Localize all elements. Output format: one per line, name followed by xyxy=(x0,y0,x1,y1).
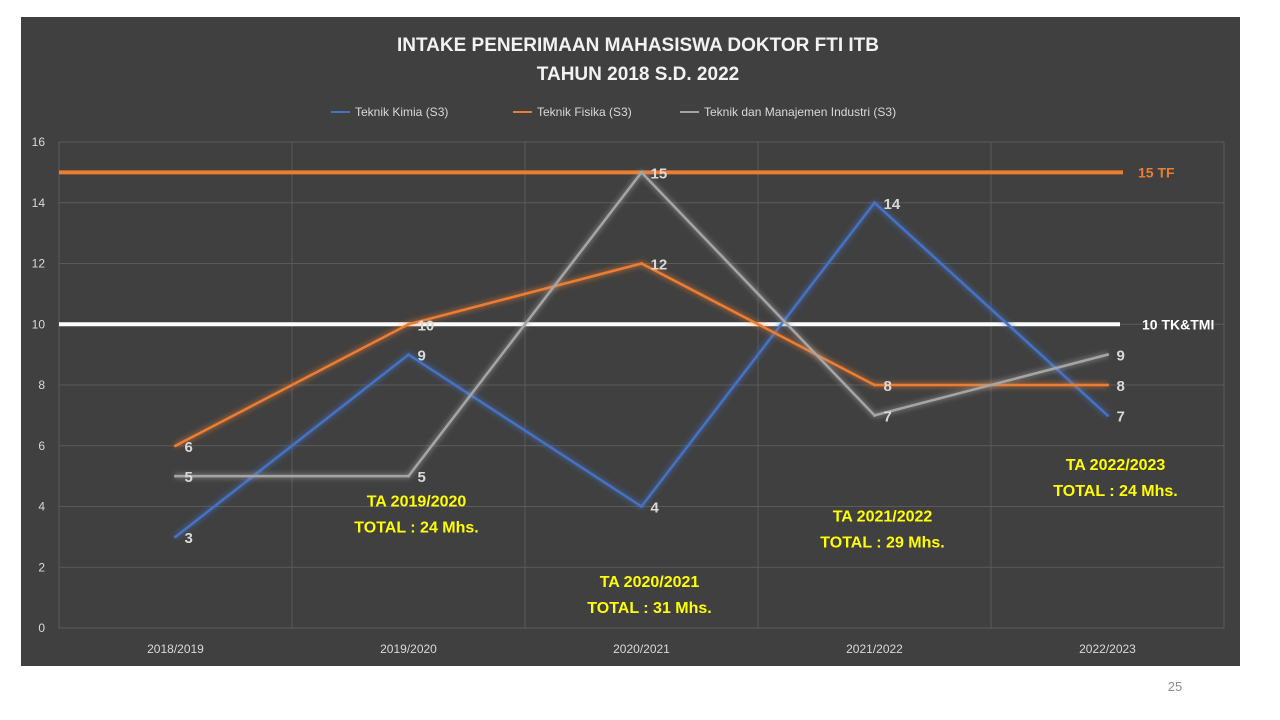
data-label: 5 xyxy=(418,469,426,486)
reference-line-label: 10 TK&TMI xyxy=(1142,316,1214,332)
data-point xyxy=(407,353,410,357)
data-label: 8 xyxy=(884,378,892,395)
series-line xyxy=(174,200,1109,538)
data-point xyxy=(1106,383,1109,387)
y-tick-label: 0 xyxy=(38,621,45,635)
x-tick-label: 2018/2019 xyxy=(147,642,204,656)
data-point xyxy=(1106,413,1109,417)
data-label: 14 xyxy=(884,196,901,213)
data-point xyxy=(873,413,876,417)
annotation-year: TA 2020/2021 xyxy=(600,574,700,591)
data-label: 10 xyxy=(418,317,435,334)
data-point xyxy=(1106,353,1109,357)
annotation-year: TA 2021/2022 xyxy=(833,509,933,526)
y-tick-label: 4 xyxy=(38,500,45,514)
annotation-year: TA 2022/2023 xyxy=(1066,457,1166,474)
data-label: 9 xyxy=(1117,348,1125,365)
legend: Teknik Kimia (S3) Teknik Fisika (S3) Tekni… xyxy=(331,105,896,119)
annotation-total: TOTAL : 24 Mhs. xyxy=(1053,483,1177,500)
annotation-total: TOTAL : 29 Mhs. xyxy=(820,535,944,552)
data-point xyxy=(174,535,177,539)
data-label: 7 xyxy=(1117,408,1125,425)
legend-entry: Teknik Fisika (S3) xyxy=(537,105,632,119)
data-label: 9 xyxy=(418,348,426,365)
data-point xyxy=(174,444,177,448)
annotation-year: TA 2019/2020 xyxy=(367,494,467,511)
data-label: 3 xyxy=(185,530,193,547)
data-point xyxy=(174,474,177,478)
x-tick-label: 2021/2022 xyxy=(846,642,903,656)
data-point xyxy=(640,505,643,508)
data-point xyxy=(640,170,643,174)
chart-title: INTAKE PENERIMAAN MAHASISWA DOKTOR FTI I… xyxy=(397,35,879,56)
data-label: 7 xyxy=(884,408,892,425)
data-label: 5 xyxy=(185,469,193,486)
y-tick-label: 8 xyxy=(38,378,45,392)
data-label: 6 xyxy=(185,439,193,456)
annotation-total: TOTAL : 24 Mhs. xyxy=(354,520,478,537)
data-point xyxy=(640,262,643,265)
y-tick-label: 14 xyxy=(32,196,46,210)
data-label: 4 xyxy=(651,500,660,517)
chart-area: 0 2 4 6 8 10 12 14 16 2018/2019 2019/2020 2020/2021… xyxy=(21,17,1240,666)
y-tick-label: 10 xyxy=(32,317,46,331)
x-tick-label: 2020/2021 xyxy=(613,642,670,656)
page-number: 25 xyxy=(1167,679,1183,694)
data-point xyxy=(407,322,410,326)
data-label: 8 xyxy=(1117,378,1125,395)
legend-entry: Teknik dan Manajemen Industri (S3) xyxy=(704,105,896,119)
data-point xyxy=(407,474,410,478)
line-chart: 0 2 4 6 8 10 12 14 16 2018/2019 2019/2020 2020/2021… xyxy=(32,35,1225,656)
data-label: 12 xyxy=(651,257,668,274)
data-point xyxy=(873,201,876,205)
data-point xyxy=(873,383,876,387)
y-tick-label: 2 xyxy=(38,560,45,574)
chart-subtitle: TAHUN 2018 S.D. 2022 xyxy=(537,64,739,85)
y-tick-label: 16 xyxy=(32,135,46,149)
reference-line-label: 15 TF xyxy=(1138,164,1175,180)
data-label: 15 xyxy=(651,165,668,182)
x-tick-label: 2022/2023 xyxy=(1079,642,1136,656)
y-tick-label: 12 xyxy=(32,257,46,271)
y-tick-label: 6 xyxy=(38,439,45,453)
annotation-total: TOTAL : 31 Mhs. xyxy=(587,600,711,617)
legend-entry: Teknik Kimia (S3) xyxy=(355,105,448,119)
series-line xyxy=(174,262,1108,447)
x-tick-label: 2019/2020 xyxy=(380,642,437,656)
